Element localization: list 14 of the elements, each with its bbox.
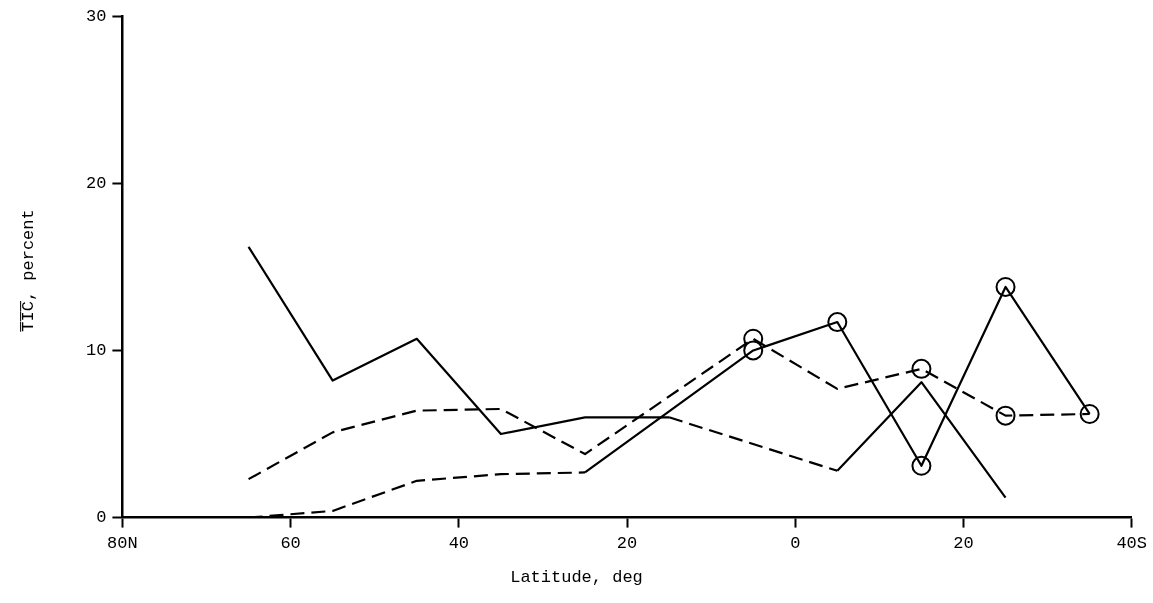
x-tick-label: 0 [790,534,801,554]
x-tick-label: 80N [107,534,138,554]
y-tick-label: 30 [86,6,107,26]
y-tick-label: 0 [96,508,107,528]
y-tick-label: 20 [86,173,107,193]
y-axis-title: T̅I̅C̅, percent [18,208,38,332]
x-tick-label: 60 [280,534,301,554]
x-tick-label: 40 [448,534,470,554]
x-tick-label: 40S [1116,534,1147,554]
x-tick-label: 20 [616,534,638,554]
point [911,358,932,379]
x-axis-title: Latitude, deg [509,568,644,587]
x-tick-label: 20 [953,534,974,554]
y-tick-label: 10 [86,340,107,360]
